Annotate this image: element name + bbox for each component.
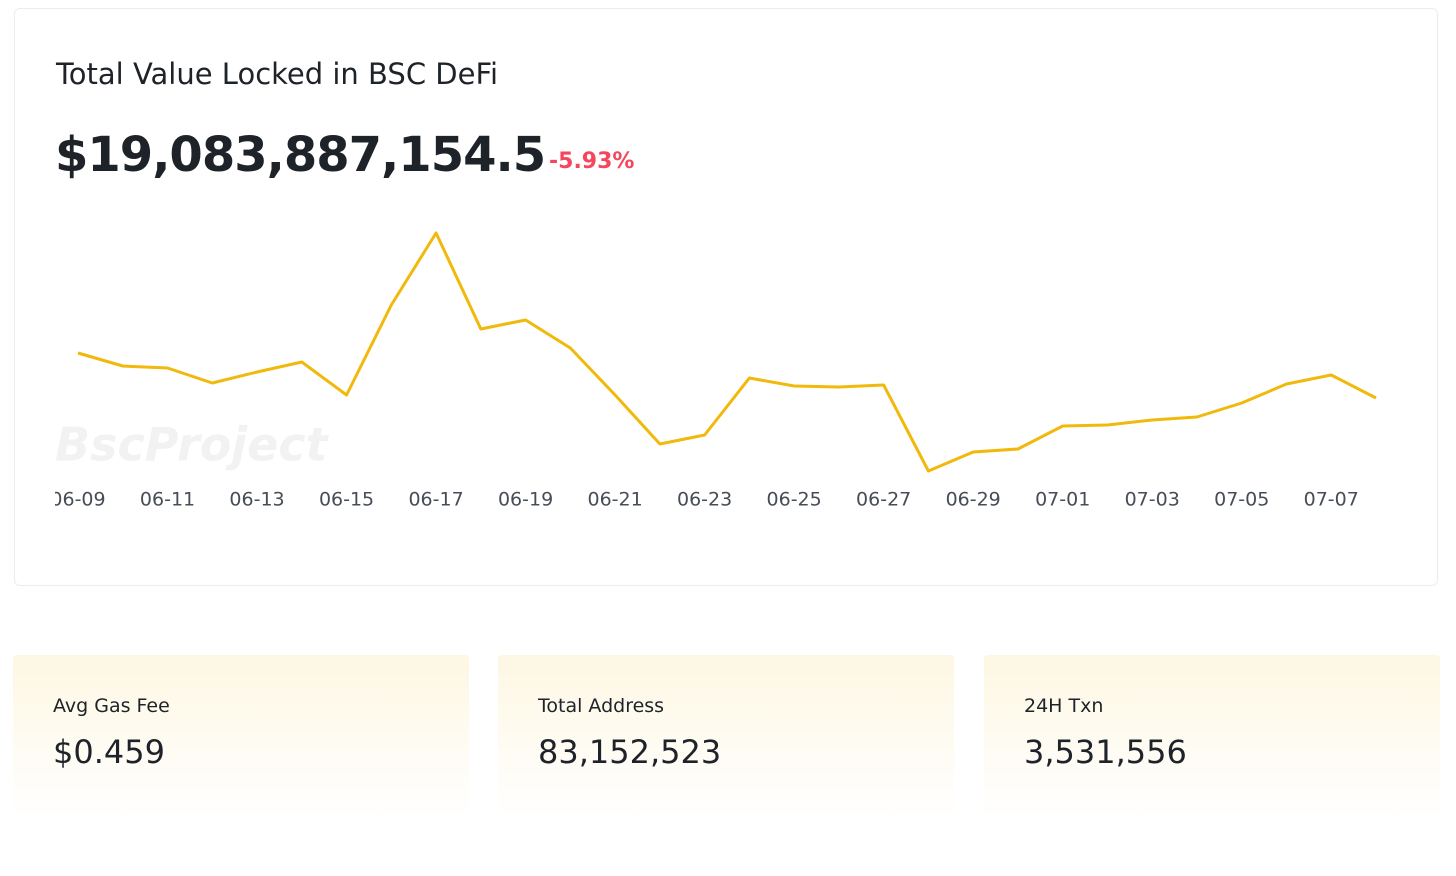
x-tick-label: 06-15 xyxy=(319,489,374,511)
x-tick-label: 07-03 xyxy=(1125,489,1180,511)
x-tick-label: 06-27 xyxy=(856,489,911,511)
tvl-card: Total Value Locked in BSC DeFi $19,083,8… xyxy=(14,8,1438,586)
stat-label: Avg Gas Fee xyxy=(53,695,170,717)
x-tick-label: 06-21 xyxy=(587,489,642,511)
stat-value: 83,152,523 xyxy=(538,733,722,771)
stat-card: Avg Gas Fee $0.459 xyxy=(13,655,469,822)
x-tick-label: 06-11 xyxy=(140,489,195,511)
x-tick-label: 06-09 xyxy=(50,489,105,511)
x-tick-label: 06-19 xyxy=(498,489,553,511)
tvl-change: -5.93% xyxy=(549,149,635,174)
stat-card: 24H Txn 3,531,556 xyxy=(984,655,1440,822)
x-tick-label: 06-25 xyxy=(767,489,822,511)
stat-value: $0.459 xyxy=(53,733,165,771)
x-tick-label: 06-13 xyxy=(229,489,284,511)
x-tick-label: 06-23 xyxy=(677,489,732,511)
watermark: BscProject xyxy=(55,418,330,472)
line-series xyxy=(77,231,1377,473)
x-tick-label: 07-07 xyxy=(1304,489,1359,511)
stat-label: Total Address xyxy=(538,695,665,717)
stat-card: Total Address 83,152,523 xyxy=(498,655,954,822)
plot: 06-09 06-11 06-13 06-15 06-17 06-19 06-21 06-23… xyxy=(50,231,1377,511)
card-title: Total Value Locked in BSC DeFi xyxy=(56,57,499,91)
tvl-value: $19,083,887,154.5 xyxy=(55,127,546,183)
x-tick-label: 06-17 xyxy=(408,489,463,511)
stat-value: 3,531,556 xyxy=(1024,733,1187,771)
x-tick-label: 07-05 xyxy=(1214,489,1269,511)
stat-label: 24H Txn xyxy=(1024,695,1104,717)
chart: BscProject 06-09 06-11 06-13 06-15 06-17 06-1… xyxy=(50,231,1377,511)
x-tick-label: 06-29 xyxy=(946,489,1001,511)
x-tick-label: 07-01 xyxy=(1035,489,1090,511)
